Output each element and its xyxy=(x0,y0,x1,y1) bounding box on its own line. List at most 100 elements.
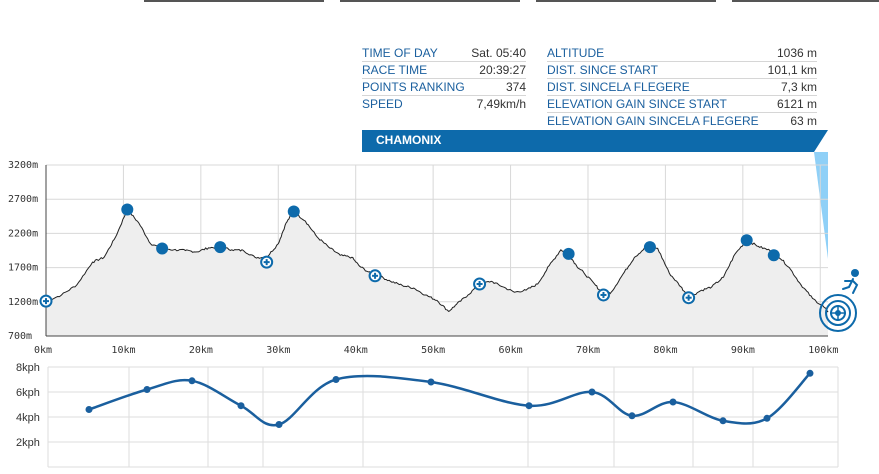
speed-point[interactable] xyxy=(669,398,677,406)
speed-point[interactable] xyxy=(763,414,771,422)
info-column-right: ALTITUDE 1036 m DIST. SINCE START 101,1 … xyxy=(547,45,817,130)
speed-point[interactable] xyxy=(275,421,283,428)
aid-station-marker[interactable] xyxy=(473,277,487,291)
elevation-y-tick-label: 2200m xyxy=(8,228,38,239)
speed-point[interactable] xyxy=(719,417,727,425)
info-label: DIST. SINCE START xyxy=(547,63,658,77)
speed-point[interactable] xyxy=(588,388,596,396)
info-row-points-ranking: POINTS RANKING 374 xyxy=(362,79,526,96)
speed-point[interactable] xyxy=(188,377,196,385)
info-value: 374 xyxy=(505,80,526,94)
info-value: 1036 m xyxy=(776,46,817,60)
speed-chart[interactable]: 2kph 4kph 6kph 8kph xyxy=(0,362,879,474)
speed-grid xyxy=(47,366,839,468)
info-label: TIME OF DAY xyxy=(362,46,438,60)
photo-thumbnail[interactable] xyxy=(340,0,520,2)
runner-info-panel: TIME OF DAY Sat. 05:40 RACE TIME 20:39:2… xyxy=(362,45,828,130)
info-value: 6121 m xyxy=(776,97,817,111)
elevation-x-tick-label: 20km xyxy=(189,345,213,356)
info-label: ELEVATION GAIN SINCELA FLEGERE xyxy=(547,114,759,128)
position-pointer-beam xyxy=(814,152,828,259)
info-row-speed: SPEED 7,49km/h xyxy=(362,96,526,113)
elevation-y-tick-label: 1700m xyxy=(8,263,38,274)
aid-station-marker[interactable] xyxy=(596,288,610,302)
info-row-elevation-gain-since-start: ELEVATION GAIN SINCE START 6121 m xyxy=(547,96,817,113)
info-label: DIST. SINCELA FLEGERE xyxy=(547,80,690,94)
elevation-x-tick-label: 80km xyxy=(653,345,677,356)
speed-points xyxy=(85,369,814,428)
current-position-marker[interactable] xyxy=(819,294,857,333)
info-value: 7,3 km xyxy=(780,80,817,94)
info-value: Sat. 05:40 xyxy=(471,46,526,60)
photo-thumbnails-strip xyxy=(0,0,879,3)
speed-point[interactable] xyxy=(525,402,533,410)
location-name: CHAMONIX xyxy=(376,133,442,147)
elevation-area-fill xyxy=(46,209,828,336)
checkpoint-marker[interactable] xyxy=(156,242,169,255)
elevation-x-tick-label: 10km xyxy=(111,345,135,356)
info-label: POINTS RANKING xyxy=(362,80,465,94)
info-row-elevation-gain-since-checkpoint: ELEVATION GAIN SINCELA FLEGERE 63 m xyxy=(547,113,817,130)
checkpoint-marker[interactable] xyxy=(767,249,780,262)
elevation-x-tick-label: 30km xyxy=(266,345,290,356)
info-label: RACE TIME xyxy=(362,63,428,77)
speed-y-tick-label: 2kph xyxy=(16,437,40,449)
elevation-x-tick-label: 60km xyxy=(499,345,523,356)
elevation-y-tick-label: 700m xyxy=(8,331,32,342)
elevation-x-tick-labels: 0km 10km 20km 30km 40km 50km 60km 70km 80km 90km 1… xyxy=(34,345,838,356)
elevation-x-tick-label: 0km xyxy=(34,345,52,356)
info-label: SPEED xyxy=(362,97,403,111)
elevation-profile-line xyxy=(45,208,829,313)
elevation-y-tick-labels: 700m 1200m 1700m 2200m 2700m 3200m xyxy=(8,160,38,342)
photo-thumbnail[interactable] xyxy=(732,0,879,2)
elevation-y-tick-label: 2700m xyxy=(8,194,38,205)
checkpoint-marker[interactable] xyxy=(214,241,227,254)
runner-icon xyxy=(842,269,859,294)
speed-line xyxy=(88,372,811,427)
elevation-y-tick-label: 3200m xyxy=(8,160,38,171)
elevation-profile-chart[interactable]: 700m 1200m 1700m 2200m 2700m 3200m 0km 10km 20k… xyxy=(0,114,879,474)
info-row-race-time: RACE TIME 20:39:27 xyxy=(362,62,526,79)
aid-station-marker[interactable] xyxy=(682,291,696,305)
speed-y-tick-labels: 2kph 4kph 6kph 8kph xyxy=(16,362,40,449)
info-label: ALTITUDE xyxy=(547,46,605,60)
info-value: 20:39:27 xyxy=(479,63,526,77)
info-row-distance-since-checkpoint: DIST. SINCELA FLEGERE 7,3 km xyxy=(547,79,817,96)
elevation-x-tick-label: 50km xyxy=(421,345,445,356)
info-value: 101,1 km xyxy=(767,63,817,77)
photo-thumbnail[interactable] xyxy=(144,0,324,2)
photo-thumbnail[interactable] xyxy=(536,0,716,2)
info-value: 7,49km/h xyxy=(476,97,526,111)
info-row-distance-since-start: DIST. SINCE START 101,1 km xyxy=(547,62,817,79)
info-row-altitude: ALTITUDE 1036 m xyxy=(547,45,817,62)
info-column-left: TIME OF DAY Sat. 05:40 RACE TIME 20:39:2… xyxy=(362,45,526,113)
checkpoint-marker[interactable] xyxy=(562,247,575,260)
info-row-time-of-day: TIME OF DAY Sat. 05:40 xyxy=(362,45,526,62)
speed-point[interactable] xyxy=(806,369,814,377)
speed-point[interactable] xyxy=(85,406,93,413)
speed-point[interactable] xyxy=(143,386,151,393)
location-bar: CHAMONIX xyxy=(362,130,828,152)
checkpoint-marker[interactable] xyxy=(121,203,134,216)
speed-y-tick-label: 4kph xyxy=(16,412,40,424)
speed-point[interactable] xyxy=(332,376,340,383)
speed-y-tick-label: 8kph xyxy=(16,362,40,374)
aid-station-marker[interactable] xyxy=(368,269,382,283)
aid-station-marker[interactable] xyxy=(39,294,53,308)
elevation-markers xyxy=(39,203,780,308)
info-label: ELEVATION GAIN SINCE START xyxy=(547,97,727,111)
speed-point[interactable] xyxy=(628,412,636,420)
elevation-x-tick-label: 40km xyxy=(344,345,368,356)
speed-point[interactable] xyxy=(427,378,435,386)
location-bar-corner xyxy=(814,130,828,152)
elevation-x-tick-label: 90km xyxy=(731,345,755,356)
aid-station-marker[interactable] xyxy=(260,255,274,269)
checkpoint-marker[interactable] xyxy=(740,234,753,247)
speed-y-tick-label: 6kph xyxy=(16,387,40,399)
elevation-y-tick-label: 1200m xyxy=(8,297,38,308)
elevation-x-tick-label: 100km xyxy=(808,345,838,356)
checkpoint-marker[interactable] xyxy=(287,205,300,218)
checkpoint-marker[interactable] xyxy=(643,241,656,254)
speed-point[interactable] xyxy=(237,402,245,410)
info-value: 63 m xyxy=(790,114,817,128)
